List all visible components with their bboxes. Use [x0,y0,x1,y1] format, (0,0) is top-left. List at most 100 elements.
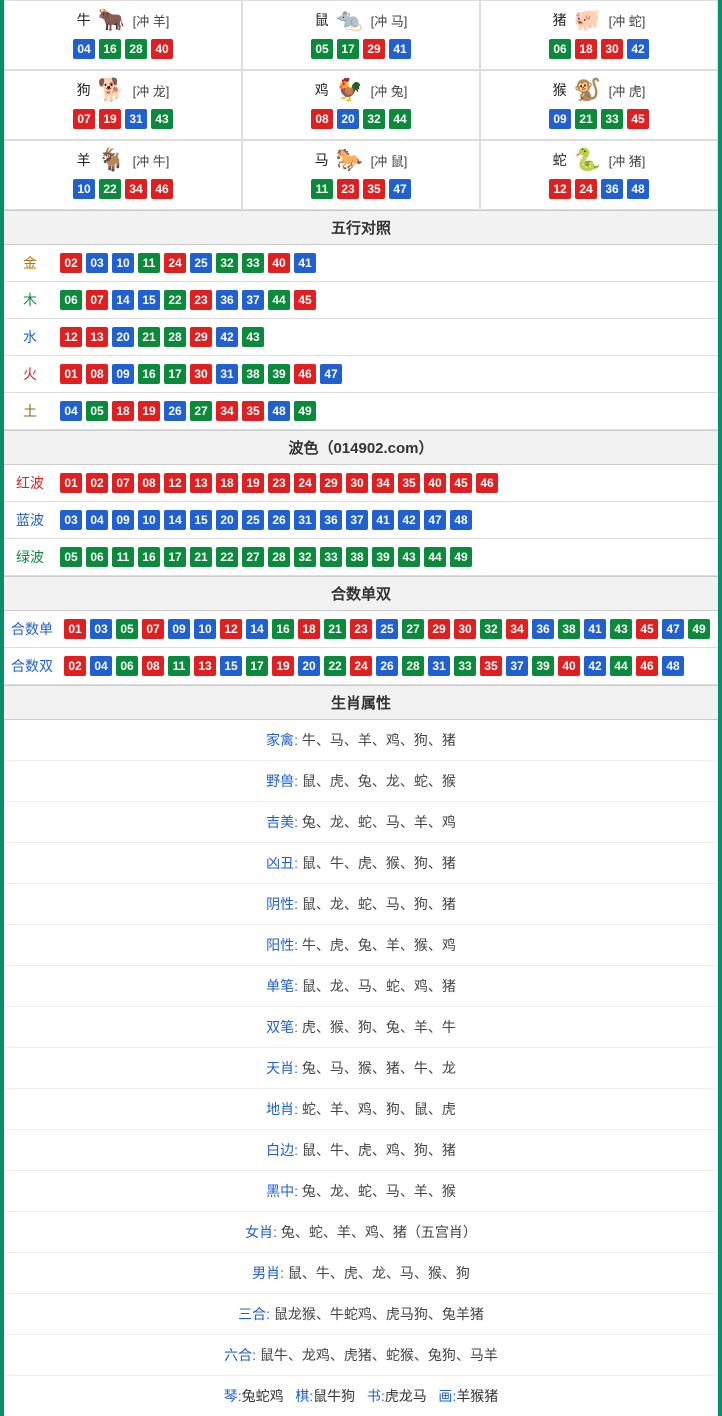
attr-val: 兔、龙、蛇、马、羊、猴 [302,1183,456,1199]
number-badge: 35 [242,401,264,421]
attr-line: 单笔: 鼠、龙、马、蛇、鸡、猪 [4,966,718,1007]
row-nums: 05061116172122272832333839434449 [56,547,472,567]
number-badge: 49 [294,401,316,421]
number-badge: 13 [190,473,212,493]
number-badge: 26 [376,656,398,676]
row-label: 木 [4,290,56,310]
attr-val: 蛇、羊、鸡、狗、鼠、虎 [302,1101,456,1117]
attr-key: 地肖: [266,1101,302,1117]
zodiac-nums: 10223446 [13,179,233,199]
attr-val: 牛、马、羊、鸡、狗、猪 [302,732,456,748]
zodiac-icon: 🐍 [571,147,605,173]
number-badge: 18 [112,401,134,421]
attr-val: 虎、猴、狗、兔、羊、牛 [302,1019,456,1035]
wuxing-header: 五行对照 [4,210,718,245]
number-badge: 29 [363,39,385,59]
bottom-val3: 虎龙马 [385,1388,427,1404]
number-badge: 41 [372,510,394,530]
number-badge: 19 [138,401,160,421]
zodiac-cell: 鼠 🐀 [冲 马] 05172941 [242,0,480,70]
number-badge: 22 [99,179,121,199]
attr-key: 阳性: [266,937,302,953]
heshu-rows: 合数单 010305070910121416182123252729303234… [4,611,718,685]
zodiac-name: 猴 [553,80,567,100]
attr-line: 三合: 鼠龙猴、牛蛇鸡、虎马狗、兔羊猪 [4,1294,718,1335]
number-badge: 13 [86,327,108,347]
zodiac-nums: 04162840 [13,39,233,59]
attr-line: 女肖: 兔、蛇、羊、鸡、猪（五宫肖） [4,1212,718,1253]
number-badge: 33 [320,547,342,567]
number-badge: 23 [350,619,372,639]
number-badge: 18 [298,619,320,639]
number-badge: 11 [112,547,134,567]
zodiac-name: 羊 [77,150,91,170]
number-badge: 07 [112,473,134,493]
zodiac-icon: 🐒 [571,77,605,103]
number-badge: 43 [242,327,264,347]
number-badge: 47 [662,619,684,639]
attr-val: 鼠牛、龙鸡、虎猪、蛇猴、兔狗、马羊 [260,1347,498,1363]
number-badge: 17 [246,656,268,676]
number-badge: 32 [480,619,502,639]
number-badge: 27 [402,619,424,639]
number-badge: 25 [242,510,264,530]
number-badge: 37 [242,290,264,310]
data-row: 绿波 05061116172122272832333839434449 [4,539,718,576]
number-badge: 23 [268,473,290,493]
zodiac-icon: 🐐 [95,147,129,173]
bottom-key3: 书: [367,1388,385,1404]
number-badge: 05 [60,547,82,567]
number-badge: 46 [476,473,498,493]
number-badge: 45 [294,290,316,310]
attr-line: 天肖: 兔、马、猴、猪、牛、龙 [4,1048,718,1089]
number-badge: 31 [216,364,238,384]
number-badge: 12 [164,473,186,493]
zodiac-nums: 12243648 [489,179,709,199]
zodiac-clash: [冲 虎] [609,81,646,100]
number-badge: 42 [584,656,606,676]
attr-val: 兔、蛇、羊、鸡、猪（五宫肖） [281,1224,477,1240]
number-badge: 46 [636,656,658,676]
number-badge: 05 [86,401,108,421]
number-badge: 29 [190,327,212,347]
number-badge: 39 [372,547,394,567]
number-badge: 35 [398,473,420,493]
number-badge: 10 [138,510,160,530]
number-badge: 34 [125,179,147,199]
heshu-header: 合数单双 [4,576,718,611]
attr-val: 鼠龙猴、牛蛇鸡、虎马狗、兔羊猪 [274,1306,484,1322]
number-badge: 18 [575,39,597,59]
zodiac-icon: 🐕 [95,77,129,103]
number-badge: 15 [190,510,212,530]
number-badge: 21 [575,109,597,129]
zodiac-clash: [冲 鼠] [371,151,408,170]
attr-header: 生肖属性 [4,685,718,720]
number-badge: 19 [242,473,264,493]
number-badge: 33 [242,253,264,273]
number-badge: 05 [116,619,138,639]
bottom-key2: 棋: [295,1388,313,1404]
number-badge: 08 [311,109,333,129]
number-badge: 27 [190,401,212,421]
number-badge: 08 [142,656,164,676]
zodiac-cell: 猪 🐖 [冲 蛇] 06183042 [480,0,718,70]
number-badge: 24 [350,656,372,676]
row-label: 土 [4,401,56,421]
data-row: 土 04051819262734354849 [4,393,718,430]
row-nums: 02031011242532334041 [56,253,316,273]
attr-key: 天肖: [266,1060,302,1076]
number-badge: 11 [138,253,160,273]
bottom-line: 琴:兔蛇鸡 棋:鼠牛狗 书:虎龙马 画:羊猴猪 [4,1376,718,1416]
number-badge: 16 [272,619,294,639]
number-badge: 34 [216,401,238,421]
number-badge: 15 [220,656,242,676]
number-badge: 15 [138,290,160,310]
row-nums: 1213202128294243 [56,327,264,347]
attr-key: 吉美: [266,814,302,830]
number-badge: 25 [190,253,212,273]
bottom-val1: 兔蛇鸡 [242,1388,284,1404]
number-badge: 41 [584,619,606,639]
number-badge: 45 [450,473,472,493]
number-badge: 36 [216,290,238,310]
wuxing-rows: 金 02031011242532334041 木 060714152223363… [4,245,718,430]
